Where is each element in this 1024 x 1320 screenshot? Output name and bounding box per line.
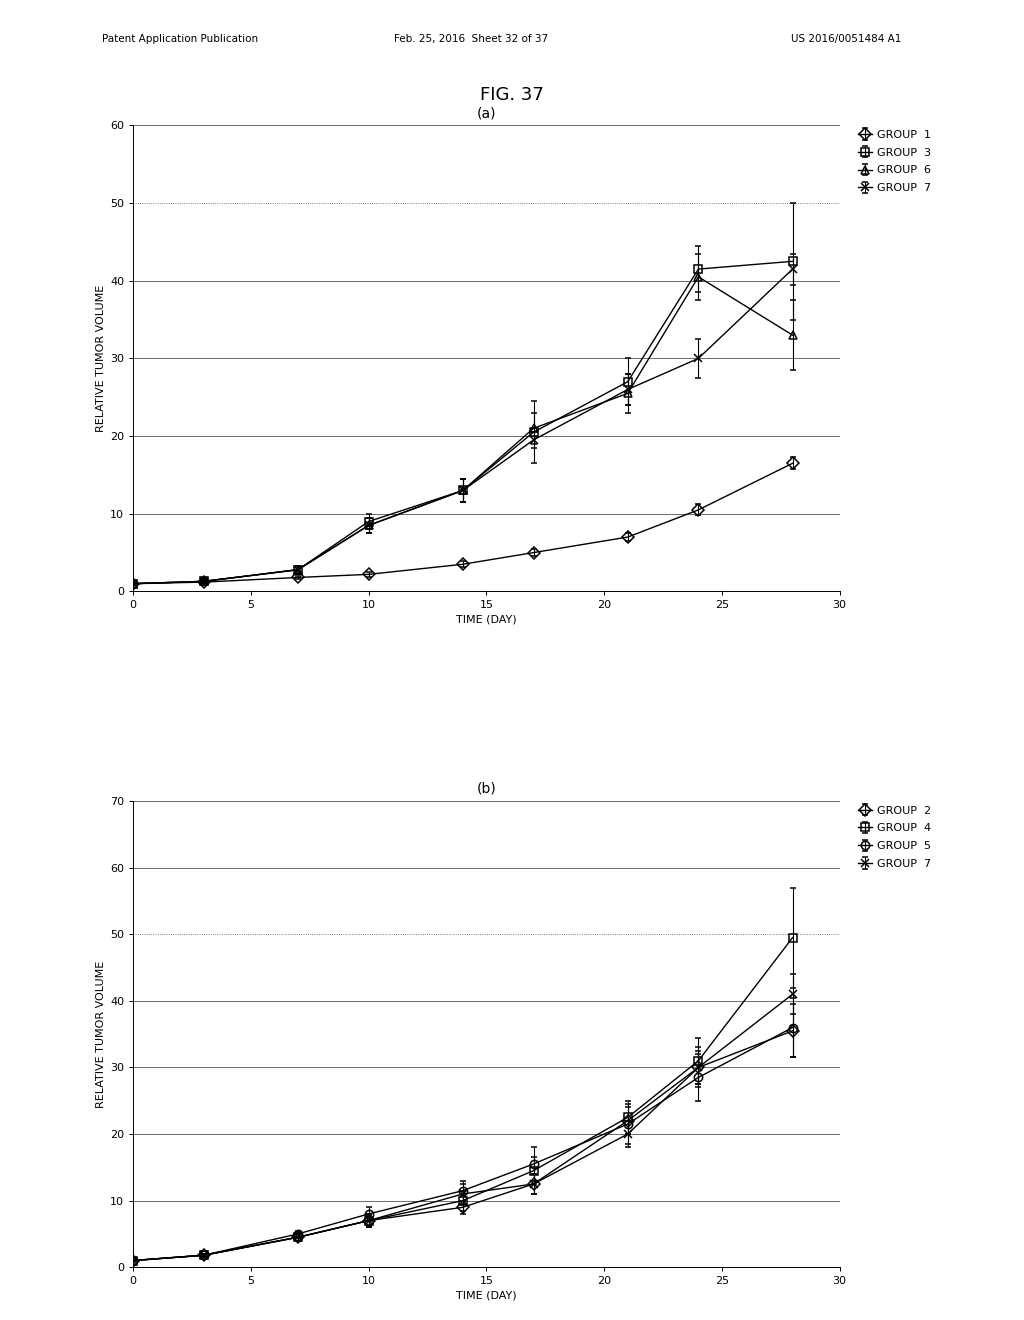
X-axis label: TIME (DAY): TIME (DAY) [456, 615, 517, 624]
Y-axis label: RELATIVE TUMOR VOLUME: RELATIVE TUMOR VOLUME [96, 961, 105, 1107]
Text: Patent Application Publication: Patent Application Publication [102, 34, 258, 45]
Text: US 2016/0051484 A1: US 2016/0051484 A1 [791, 34, 901, 45]
Text: Feb. 25, 2016  Sheet 32 of 37: Feb. 25, 2016 Sheet 32 of 37 [394, 34, 548, 45]
X-axis label: TIME (DAY): TIME (DAY) [456, 1291, 517, 1300]
Text: FIG. 37: FIG. 37 [480, 86, 544, 104]
Y-axis label: RELATIVE TUMOR VOLUME: RELATIVE TUMOR VOLUME [96, 285, 105, 432]
Legend: GROUP  2, GROUP  4, GROUP  5, GROUP  7: GROUP 2, GROUP 4, GROUP 5, GROUP 7 [854, 801, 936, 874]
Title: (b): (b) [476, 781, 497, 796]
Legend: GROUP  1, GROUP  3, GROUP  6, GROUP  7: GROUP 1, GROUP 3, GROUP 6, GROUP 7 [854, 125, 936, 198]
Title: (a): (a) [476, 106, 497, 120]
